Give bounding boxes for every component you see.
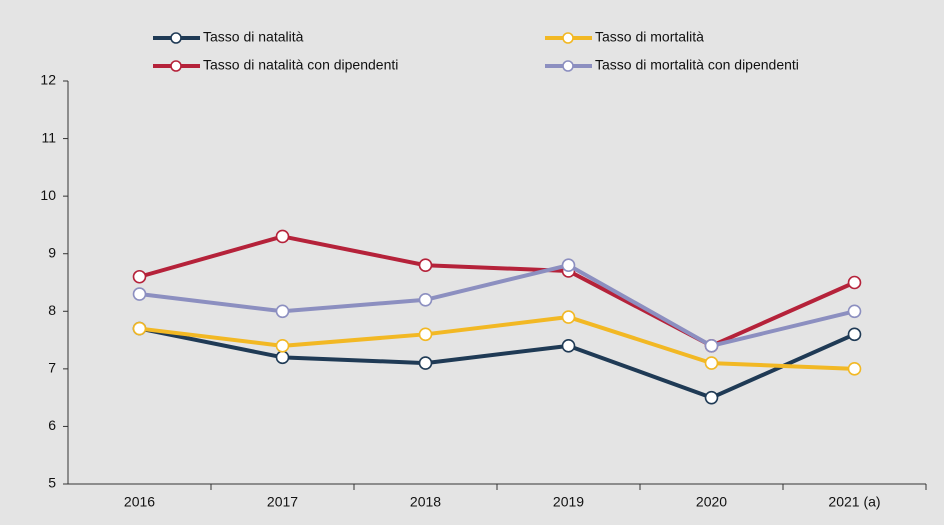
point <box>132 321 147 336</box>
point <box>275 229 290 244</box>
point <box>847 327 862 342</box>
point <box>418 327 433 342</box>
point <box>132 287 147 301</box>
point <box>275 339 290 353</box>
x-tick-label: 2017 <box>267 494 298 510</box>
point <box>847 304 862 319</box>
legend-label: Tasso di mortalità con dipendenti <box>595 57 799 73</box>
point <box>847 362 862 376</box>
legend-marker <box>170 60 182 72</box>
y-tick-label: 8 <box>48 302 56 318</box>
legend-marker <box>170 32 182 44</box>
point <box>418 258 433 273</box>
point <box>704 339 719 353</box>
x-tick-label: 2020 <box>696 494 727 510</box>
series-line <box>139 263 855 348</box>
point <box>132 269 147 284</box>
point <box>561 339 576 353</box>
y-tick-label: 12 <box>40 72 56 88</box>
legend-label: Tasso di mortalità <box>595 29 704 45</box>
series-line <box>138 234 856 348</box>
x-tick-label: 2021 (a) <box>828 494 880 510</box>
y-tick-label: 9 <box>48 244 56 260</box>
point <box>847 275 862 290</box>
point <box>418 356 433 370</box>
y-tick-label: 5 <box>48 475 56 491</box>
legend-marker <box>562 60 574 72</box>
point <box>275 350 290 365</box>
legend-label: Tasso di natalità con dipendenti <box>203 57 398 73</box>
y-tick-label: 7 <box>48 360 56 376</box>
y-tick-label: 10 <box>40 187 56 203</box>
series-line <box>139 315 855 371</box>
x-tick-label: 2019 <box>553 494 584 510</box>
x-tick-label: 2016 <box>124 494 155 510</box>
point <box>561 310 576 324</box>
x-tick-label: 2018 <box>410 494 441 510</box>
point <box>418 292 433 307</box>
y-tick-label: 6 <box>48 417 56 433</box>
point <box>704 356 719 370</box>
y-tick-label: 11 <box>41 129 56 145</box>
series-line <box>139 326 856 400</box>
point <box>704 390 719 405</box>
legend-label: Tasso di natalità <box>203 29 304 45</box>
point <box>275 304 290 319</box>
legend-marker <box>562 32 574 44</box>
point <box>561 258 576 273</box>
